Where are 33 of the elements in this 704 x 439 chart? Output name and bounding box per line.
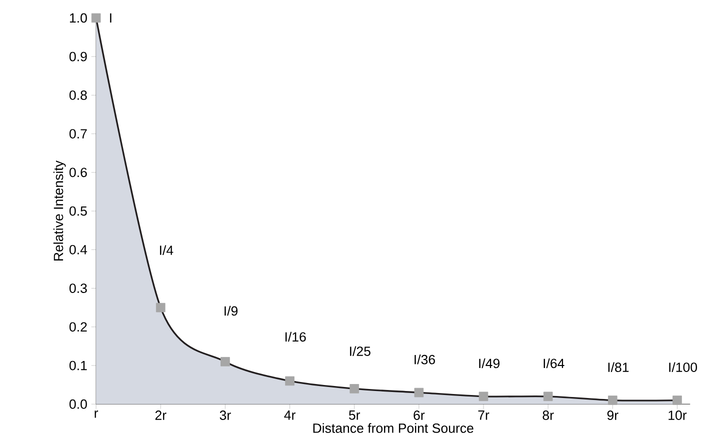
x-axis-title: Distance from Point Source <box>313 423 474 433</box>
x-tick-label: r <box>94 410 98 418</box>
annotation: I/36 <box>414 354 435 364</box>
y-tick-label: 0.4 <box>69 244 88 254</box>
x-tick-label: 10r <box>668 410 687 420</box>
annotation: I/64 <box>544 358 564 368</box>
y-tick-label: 0.5 <box>69 206 87 216</box>
y-tick-label: 0.8 <box>69 90 87 100</box>
annotation: I/25 <box>350 346 370 356</box>
x-tick-label: 7r <box>478 410 490 420</box>
y-tick-label: 0.2 <box>69 322 87 332</box>
y-tick-label: 1.0 <box>70 13 87 23</box>
annotation: I/9 <box>224 306 238 316</box>
x-tick-label: 6r <box>414 410 425 420</box>
annotation: I/100 <box>669 362 698 372</box>
y-tick-label: 0.1 <box>69 360 87 370</box>
x-tick-label: 4r <box>284 410 296 420</box>
y-tick-label: 0.6 <box>69 168 87 178</box>
annotation: I <box>110 13 112 22</box>
annotation: I/4 <box>160 245 174 255</box>
y-tick-label: 0.0 <box>69 399 87 409</box>
annotation: I/49 <box>479 358 500 368</box>
x-tick-label: 3r <box>220 410 231 420</box>
y-axis-title: Relative Intensity <box>53 160 66 260</box>
x-tick-label: 8r <box>542 410 554 420</box>
annotation: I/81 <box>608 362 629 372</box>
y-tick-label: 0.3 <box>69 284 87 293</box>
x-tick-label: 5r <box>348 410 360 420</box>
x-tick-label: 9r <box>607 410 618 420</box>
y-tick-label: 0.9 <box>69 52 87 62</box>
annotation: I/16 <box>285 332 306 342</box>
y-tick-label: 0.7 <box>69 129 87 138</box>
x-tick-label: 2r <box>155 410 166 420</box>
